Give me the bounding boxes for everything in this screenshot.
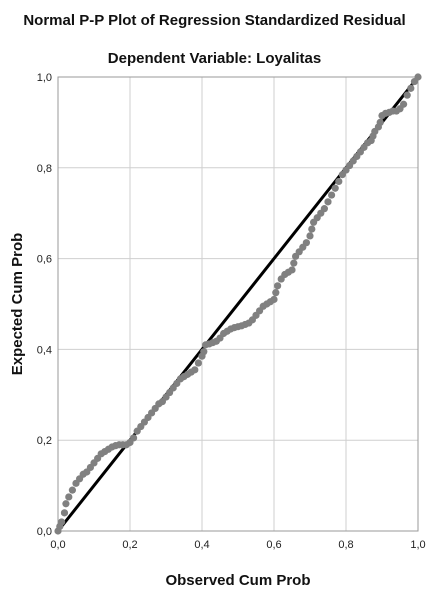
y-tick-label: 0,4 bbox=[37, 344, 52, 356]
data-point bbox=[130, 434, 138, 442]
x-axis-label: Observed Cum Prob bbox=[165, 572, 310, 589]
data-point bbox=[331, 184, 339, 192]
y-tick-label: 0,8 bbox=[37, 163, 52, 175]
y-tick-label: 0,0 bbox=[37, 526, 52, 538]
x-tick-label: 0,2 bbox=[122, 539, 137, 551]
data-point bbox=[274, 282, 282, 290]
data-point bbox=[62, 500, 70, 508]
x-tick-label: 1,0 bbox=[410, 539, 425, 551]
data-points bbox=[54, 73, 422, 535]
x-tick-label: 0,6 bbox=[266, 539, 281, 551]
data-point bbox=[272, 289, 280, 297]
tick-labels: 0,0 0,2 0,4 0,6 0,8 1,0 0,0 0,2 0,4 0,6 0,8 1,0 bbox=[37, 72, 426, 551]
x-tick-label: 0,4 bbox=[194, 539, 209, 551]
data-point bbox=[68, 486, 76, 494]
data-point bbox=[320, 205, 328, 213]
data-point bbox=[335, 177, 343, 186]
y-tick-label: 0,6 bbox=[37, 254, 52, 266]
x-tick-label: 0,8 bbox=[338, 539, 353, 551]
x-tick-label: 0,0 bbox=[50, 539, 65, 551]
data-point bbox=[403, 91, 411, 99]
data-point bbox=[60, 509, 69, 517]
data-point bbox=[270, 295, 278, 304]
chart-title: Normal P-P Plot of Regression Standardiz… bbox=[23, 12, 406, 29]
data-point bbox=[58, 518, 66, 526]
plot-frame bbox=[57, 76, 419, 532]
data-point bbox=[376, 118, 384, 126]
data-point bbox=[407, 84, 415, 92]
data-point bbox=[200, 348, 208, 356]
data-point bbox=[65, 493, 73, 501]
chart-subtitle: Dependent Variable: Loyalitas bbox=[107, 50, 322, 67]
y-axis-label: Expected Cum Prob bbox=[9, 233, 26, 376]
data-point bbox=[288, 266, 296, 274]
data-point bbox=[290, 259, 298, 267]
grid-lines bbox=[58, 77, 418, 531]
data-point bbox=[191, 366, 199, 374]
data-point bbox=[328, 191, 336, 199]
data-point bbox=[302, 239, 310, 247]
data-point bbox=[400, 100, 408, 108]
data-point bbox=[324, 198, 332, 206]
data-point bbox=[306, 232, 314, 240]
y-tick-label: 1,0 bbox=[37, 72, 52, 84]
data-point bbox=[414, 73, 422, 81]
data-point bbox=[194, 359, 202, 367]
data-point bbox=[308, 225, 316, 233]
y-tick-label: 0,2 bbox=[37, 435, 52, 447]
